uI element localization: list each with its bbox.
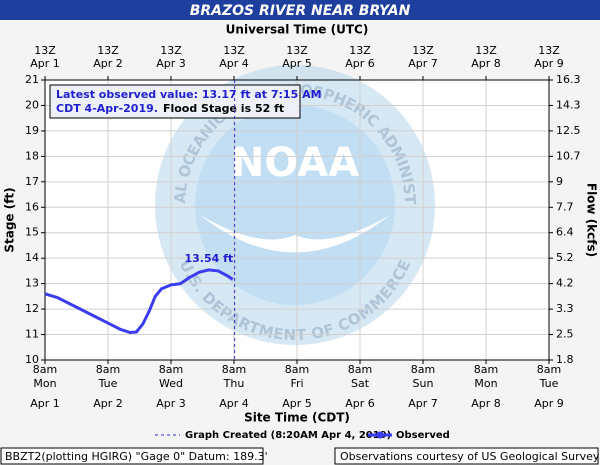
info-date: CDT 4-Apr-2019.	[56, 102, 158, 115]
x-weekday: Fri	[290, 377, 303, 390]
x-tick-label: 8am	[348, 363, 372, 376]
y-tick-label: 12	[25, 302, 39, 315]
watermark-gull	[200, 215, 390, 253]
y-tick-label: 21	[25, 73, 39, 86]
x-tick-label: 8am	[474, 363, 498, 376]
top-tick-label: 13Z	[286, 44, 308, 57]
x-weekday: Tue	[98, 377, 118, 390]
top-tick-label: 13Z	[34, 44, 56, 57]
top-axis-label: Universal Time (UTC)	[226, 23, 369, 37]
y-tick-label: 18	[25, 149, 39, 162]
title-bar	[0, 0, 600, 20]
top-tick-label: 13Z	[349, 44, 371, 57]
y2-axis-label: Flow (kcfs)	[585, 183, 599, 257]
x-tick-label: 8am	[222, 363, 246, 376]
y-tick-label: 19	[25, 124, 39, 137]
top-tick-date: Apr 8	[471, 57, 501, 70]
footer-left-box	[0, 447, 264, 465]
x-tick-label: 8am	[33, 363, 57, 376]
x-date: Apr 3	[156, 397, 186, 410]
footer-left: BBZT2(plotting HGIRG) "Gage 0" Datum: 18…	[5, 450, 268, 463]
top-tick-date: Apr 1	[30, 57, 60, 70]
y2-tick-label: 10.7	[556, 149, 581, 162]
y2-tick-label: 1.8	[556, 353, 574, 366]
y-tick-label: 13	[25, 277, 39, 290]
x-date: Apr 7	[408, 397, 438, 410]
y2-tick-label: 14.3	[556, 98, 581, 111]
x-weekday: Sat	[351, 377, 370, 390]
top-tick-label: 13Z	[97, 44, 119, 57]
top-tick-date: Apr 7	[408, 57, 438, 70]
y2-tick-label: 2.5	[556, 328, 574, 341]
x-weekday: Tue	[539, 377, 559, 390]
top-tick-label: 13Z	[412, 44, 434, 57]
y-axis-label: Stage (ft)	[3, 187, 17, 252]
y2-tick-label: 5.2	[556, 251, 574, 264]
top-tick-label: 13Z	[223, 44, 245, 57]
y-tick-label: 20	[25, 98, 39, 111]
legend-observed-dot	[376, 431, 384, 439]
info-line2: CDT 4-Apr-2019. Flood Stage is 52 ft	[56, 102, 284, 115]
top-tick-label: 13Z	[475, 44, 497, 57]
y2-tick-label: 4.2	[556, 277, 574, 290]
x-weekday: Wed	[159, 377, 183, 390]
y-tick-label: 17	[25, 175, 39, 188]
y-tick-label: 15	[25, 226, 39, 239]
y2-tick-label: 16.3	[556, 73, 581, 86]
info-box	[49, 84, 301, 119]
y2-tick-label: 3.3	[556, 302, 574, 315]
watermark-inner	[195, 105, 395, 305]
top-tick-date: Apr 5	[282, 57, 312, 70]
x-tick-label: 8am	[285, 363, 309, 376]
x-date: Apr 9	[534, 397, 564, 410]
top-tick-date: Apr 3	[156, 57, 186, 70]
grid	[44, 79, 550, 361]
series-line	[44, 268, 234, 335]
top-tick-label: 13Z	[160, 44, 182, 57]
y2-tick-label: 6.4	[556, 226, 574, 239]
peak-label: 13.54 ft	[184, 252, 233, 265]
x-axis-label: Site Time (CDT)	[244, 411, 350, 425]
x-date: Apr 8	[471, 397, 501, 410]
y-tick-label: 14	[25, 251, 39, 264]
chart-title: BRAZOS RIVER NEAR BRYAN	[190, 3, 411, 19]
info-flood: Flood Stage is 52 ft	[163, 102, 284, 115]
y2-tick-label: 9	[556, 175, 563, 188]
y-tick-label: 10	[25, 353, 39, 366]
legend-observed: Observed	[396, 430, 450, 441]
x-weekday: Mon	[474, 377, 497, 390]
x-date: Apr 1	[30, 397, 60, 410]
y2-tick-label: 12.5	[556, 124, 581, 137]
x-weekday: Sun	[413, 377, 434, 390]
legend-created: Graph Created (8:20AM Apr 4, 2019)	[185, 430, 391, 441]
footer-right-box	[334, 447, 599, 465]
x-date: Apr 2	[93, 397, 123, 410]
watermark-center: NOAA	[231, 140, 359, 186]
x-date: Apr 5	[282, 397, 312, 410]
top-tick-date: Apr 6	[345, 57, 375, 70]
footer-right: Observations courtesy of US Geological S…	[340, 450, 600, 463]
x-date: Apr 4	[219, 397, 249, 410]
x-tick-label: 8am	[96, 363, 120, 376]
top-tick-date: Apr 2	[93, 57, 123, 70]
x-tick-label: 8am	[411, 363, 435, 376]
y2-tick-label: 7.7	[556, 200, 574, 213]
top-tick-label: 13Z	[538, 44, 560, 57]
top-tick-date: Apr 4	[219, 57, 249, 70]
x-tick-label: 8am	[159, 363, 183, 376]
info-line1: Latest observed value: 13.17 ft at 7:15 …	[56, 88, 322, 101]
x-weekday: Mon	[33, 377, 56, 390]
x-weekday: Thu	[223, 377, 245, 390]
x-date: Apr 6	[345, 397, 375, 410]
y-tick-label: 11	[25, 328, 39, 341]
y-tick-label: 16	[25, 200, 39, 213]
x-tick-label: 8am	[537, 363, 561, 376]
top-tick-date: Apr 9	[534, 57, 564, 70]
